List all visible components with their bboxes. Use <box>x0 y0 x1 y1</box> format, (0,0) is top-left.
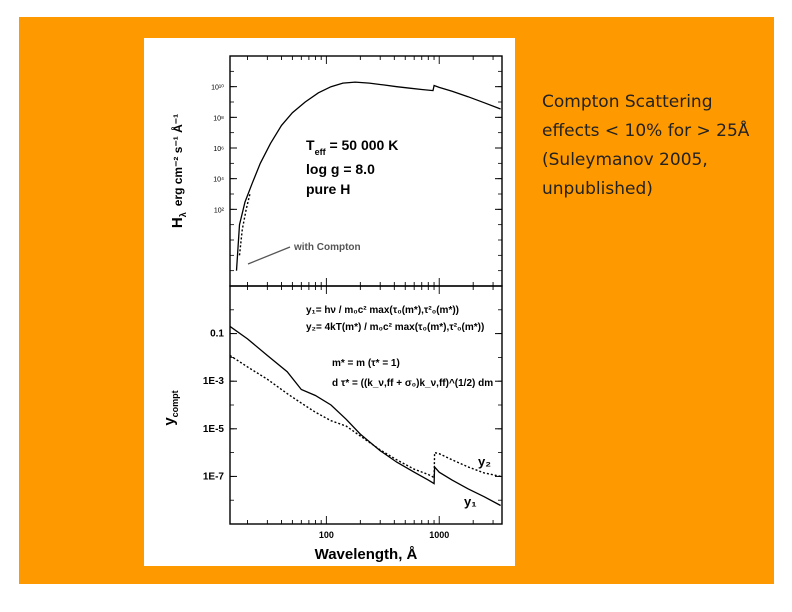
series-label-y1: y₁ <box>464 494 477 509</box>
bottom-ylabel-sub: compt <box>170 390 180 417</box>
caption-line: unpublished) <box>542 179 653 199</box>
svg-text:ycompt: ycompt <box>161 390 180 425</box>
x-tick-label: 1000 <box>429 530 449 540</box>
y-tick-label: 10⁴ <box>213 177 224 184</box>
compton-arrow-label: with Compton <box>293 242 361 253</box>
y-tick-label: 10⁶ <box>213 146 224 153</box>
model-parameters-annotation: Teff = 50 000 K log g = 8.0 pure H <box>306 137 398 197</box>
y-tick-label: 1E-7 <box>203 471 225 482</box>
equation-mstar: m* = m (τ* = 1) <box>332 358 400 369</box>
teff-sub: eff <box>315 147 327 157</box>
y-tick-label: 1E-5 <box>203 424 225 435</box>
teff-rest: = 50 000 K <box>326 137 399 153</box>
bottom-y-axis-label: ycompt <box>161 390 180 425</box>
caption-line: effects < 10% for > 25Å <box>542 121 750 141</box>
bottom-ylabel-main: y <box>161 417 178 426</box>
top-y-axis-label: Hλ erg cm⁻² s⁻¹ Å⁻¹ <box>169 114 188 228</box>
top-ylabel-main: H <box>169 217 186 228</box>
equation-y2: y₂= 4kT(m*) / m₀c² max(τ₀(m*),τ²₀(m*)) <box>306 322 484 333</box>
equation-dtau: d τ* = ((k_ν,ff + σ₀)k_ν,ff)^(1/2) dm <box>332 378 493 389</box>
caption-text: Compton Scattering effects < 10% for > 2… <box>542 88 782 204</box>
top-series-line-1 <box>238 193 251 256</box>
top-series-line-0 <box>235 81 501 271</box>
caption-line: Compton Scattering <box>542 92 713 112</box>
compton-arrow <box>247 246 291 265</box>
y-tick-label: 10² <box>214 207 225 214</box>
top-ylabel-units: erg cm⁻² s⁻¹ Å⁻¹ <box>170 114 185 206</box>
caption-line: (Suleymanov 2005, <box>542 150 708 170</box>
composition-text: pure H <box>306 181 350 197</box>
y-tick-label: 10⁸ <box>213 115 224 122</box>
equations-block: y₁= hν / m₀c² max(τ₀(m*),τ²₀(m*)) y₂= 4k… <box>306 305 493 389</box>
series-label-y2: y₂ <box>478 454 491 469</box>
svg-text:Teff = 50 000 K: Teff = 50 000 K <box>306 137 398 157</box>
y-tick-label: 10¹⁰ <box>211 84 224 92</box>
top-ylabel-sub: λ <box>178 212 188 217</box>
y-tick-label: 0.1 <box>210 329 224 340</box>
teff-main: T <box>306 137 315 153</box>
bottom-series-line <box>230 325 501 507</box>
svg-text:Hλerg cm⁻² s⁻¹ Å⁻¹: Hλ erg cm⁻² s⁻¹ Å⁻¹ <box>169 114 188 228</box>
y-tick-label: 1E-3 <box>203 376 225 387</box>
x-axis-label: Wavelength, Å <box>315 546 418 563</box>
figure-panel: 10¹⁰ 10⁸ 10⁶ 10⁴ 10² 0.1 1E-3 1E-5 1E-7 100 1000 … <box>144 38 515 566</box>
logg-text: log g = 8.0 <box>306 161 375 177</box>
equation-y1: y₁= hν / m₀c² max(τ₀(m*),τ²₀(m*)) <box>306 305 459 316</box>
x-tick-label: 100 <box>319 530 334 540</box>
bottom-series-line <box>230 354 501 479</box>
